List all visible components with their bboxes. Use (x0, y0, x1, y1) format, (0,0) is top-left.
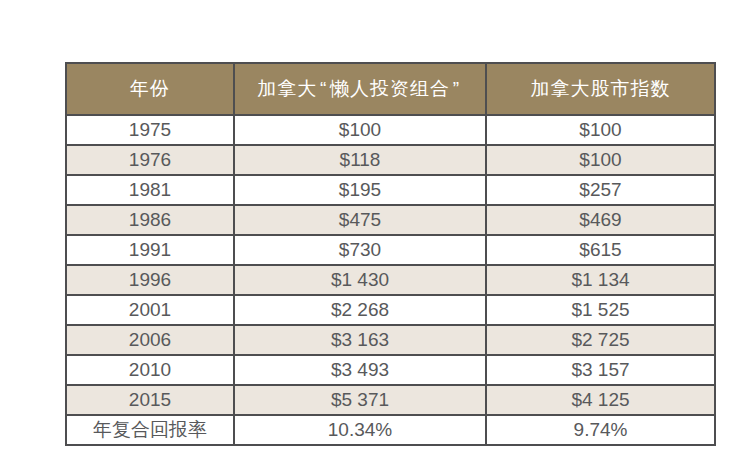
table-cell: $118 (234, 145, 486, 175)
table-cell: $257 (486, 175, 715, 205)
table-cell: $1 525 (486, 295, 715, 325)
column-header-portfolio: 加拿大“懒人投资组合” (234, 63, 486, 115)
table-cell: 9.74% (486, 415, 715, 445)
table-row: 1986$475$469 (66, 205, 715, 235)
table-cell: 10.34% (234, 415, 486, 445)
returns-table: 年份 加拿大“懒人投资组合” 加拿大股市指数 1975$100$1001976$… (65, 62, 716, 446)
table-cell: 1986 (66, 205, 234, 235)
footer-row: 年复合回报率10.34%9.74% (66, 415, 715, 445)
table-cell: $469 (486, 205, 715, 235)
table-cell: 年复合回报率 (66, 415, 234, 445)
table-cell: 1975 (66, 115, 234, 145)
table-row: 1976$118$100 (66, 145, 715, 175)
header-row: 年份 加拿大“懒人投资组合” 加拿大股市指数 (66, 63, 715, 115)
table-cell: $5 371 (234, 385, 486, 415)
table-cell: $100 (234, 115, 486, 145)
table-row: 2006$3 163$2 725 (66, 325, 715, 355)
table-cell: 1981 (66, 175, 234, 205)
table-cell: $3 157 (486, 355, 715, 385)
table-cell: 2001 (66, 295, 234, 325)
table-cell: $195 (234, 175, 486, 205)
table-cell: 1976 (66, 145, 234, 175)
table-row: 2010$3 493$3 157 (66, 355, 715, 385)
table-cell: $1 134 (486, 265, 715, 295)
table-cell: 1991 (66, 235, 234, 265)
column-header-year: 年份 (66, 63, 234, 115)
table-row: 1981$195$257 (66, 175, 715, 205)
table-cell: $100 (486, 145, 715, 175)
table-cell: $4 125 (486, 385, 715, 415)
table-cell: 2010 (66, 355, 234, 385)
table-row: 1991$730$615 (66, 235, 715, 265)
table-cell: 2006 (66, 325, 234, 355)
table-cell: $2 725 (486, 325, 715, 355)
column-header-index: 加拿大股市指数 (486, 63, 715, 115)
table-row: 1996$1 430$1 134 (66, 265, 715, 295)
table-cell: 2015 (66, 385, 234, 415)
table-row: 2001$2 268$1 525 (66, 295, 715, 325)
table-cell: $100 (486, 115, 715, 145)
table-cell: $3 493 (234, 355, 486, 385)
table-row: 2015$5 371$4 125 (66, 385, 715, 415)
table-cell: 1996 (66, 265, 234, 295)
table-cell: $615 (486, 235, 715, 265)
table-cell: $1 430 (234, 265, 486, 295)
table-cell: $475 (234, 205, 486, 235)
table-row: 1975$100$100 (66, 115, 715, 145)
table-cell: $2 268 (234, 295, 486, 325)
table-cell: $730 (234, 235, 486, 265)
table-cell: $3 163 (234, 325, 486, 355)
